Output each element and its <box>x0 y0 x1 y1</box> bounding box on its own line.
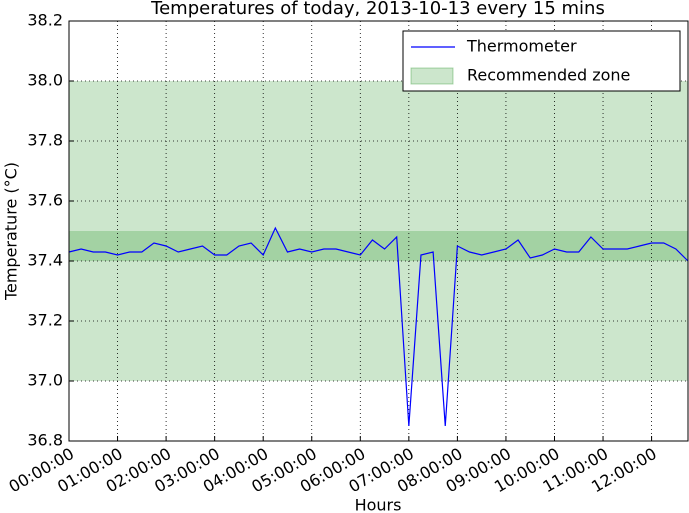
data-line <box>68 226 689 427</box>
y-tick-label: 37.6 <box>27 191 63 210</box>
legend-label: Thermometer <box>466 37 577 56</box>
y-tick-label: 37.2 <box>27 311 63 330</box>
chart-title: Temperatures of today, 2013-10-13 every … <box>150 0 605 19</box>
y-tick-label: 37.0 <box>27 371 63 390</box>
legend-label: Recommended zone <box>467 66 630 85</box>
x-axis-label: Hours <box>355 496 402 513</box>
y-tick-label: 38.2 <box>27 11 63 30</box>
zone-band <box>69 81 688 381</box>
y-tick-label: 37.4 <box>27 251 63 270</box>
zone-band <box>69 231 688 261</box>
y-axis-label: Temperature (°C) <box>2 162 21 301</box>
legend-swatch <box>410 67 454 85</box>
y-tick-label: 36.8 <box>27 431 63 450</box>
y-tick-label: 38.0 <box>27 71 63 90</box>
plot-frame <box>68 20 689 442</box>
y-tick-label: 37.8 <box>27 131 63 150</box>
legend-box <box>402 30 681 92</box>
